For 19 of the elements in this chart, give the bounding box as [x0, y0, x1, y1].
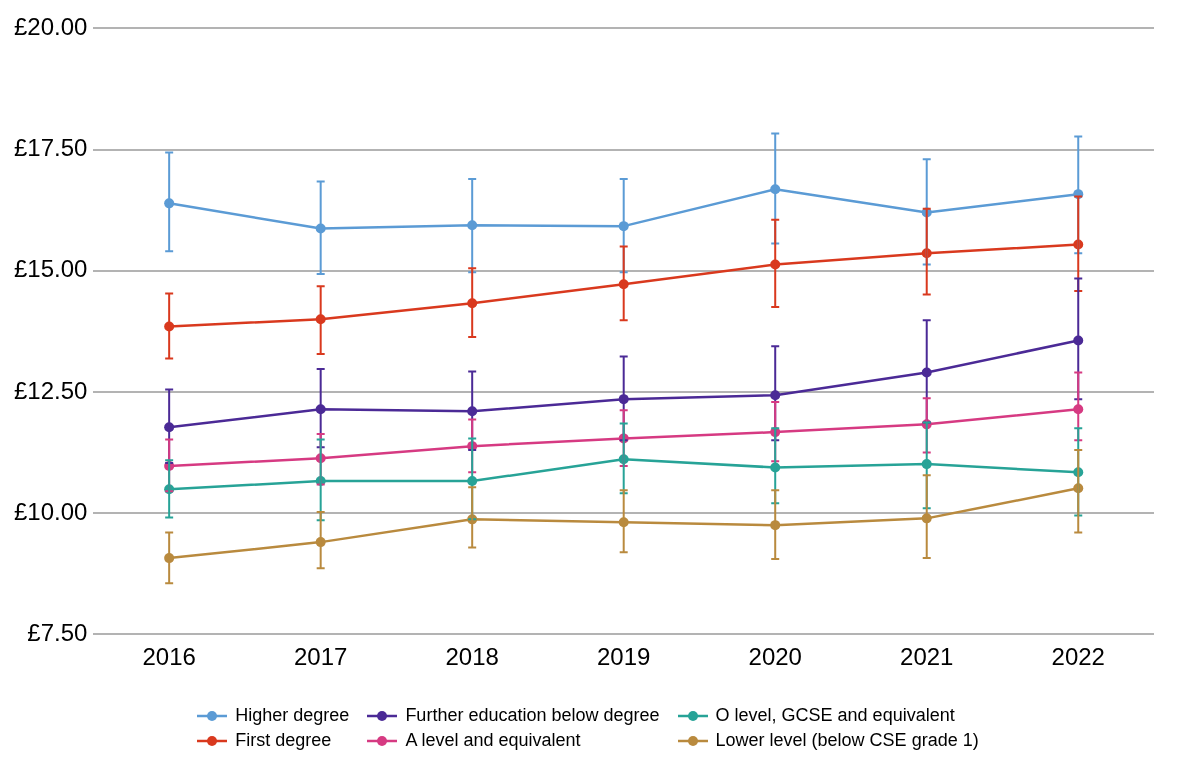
y-tick-label: £12.50 — [14, 376, 88, 404]
x-tick-label: 2017 — [293, 643, 348, 671]
legend-label: First degree — [235, 730, 332, 751]
y-tick-label: £17.50 — [14, 134, 88, 162]
legend-label: Lower level (below CSE grade 1) — [715, 730, 979, 751]
x-tick-label: 2018 — [445, 643, 499, 671]
x-tick-label: 2022 — [1051, 643, 1105, 671]
legend-label: O level, GCSE and equivalent — [715, 705, 955, 726]
x-tick-label: 2020 — [748, 643, 802, 671]
x-tick-label: 2016 — [142, 643, 196, 671]
y-tick-label: £20.00 — [14, 13, 88, 41]
legend-label: A level and equivalent — [405, 730, 581, 751]
legend-label: Higher degree — [235, 705, 350, 726]
x-tick-label: 2021 — [900, 643, 954, 671]
legend-label: Further education below degree — [405, 705, 660, 726]
y-tick-label: £15.00 — [14, 255, 88, 283]
x-tick-label: 2019 — [597, 643, 651, 671]
y-tick-label: £10.00 — [14, 497, 88, 525]
y-tick-label: £7.50 — [27, 618, 88, 646]
